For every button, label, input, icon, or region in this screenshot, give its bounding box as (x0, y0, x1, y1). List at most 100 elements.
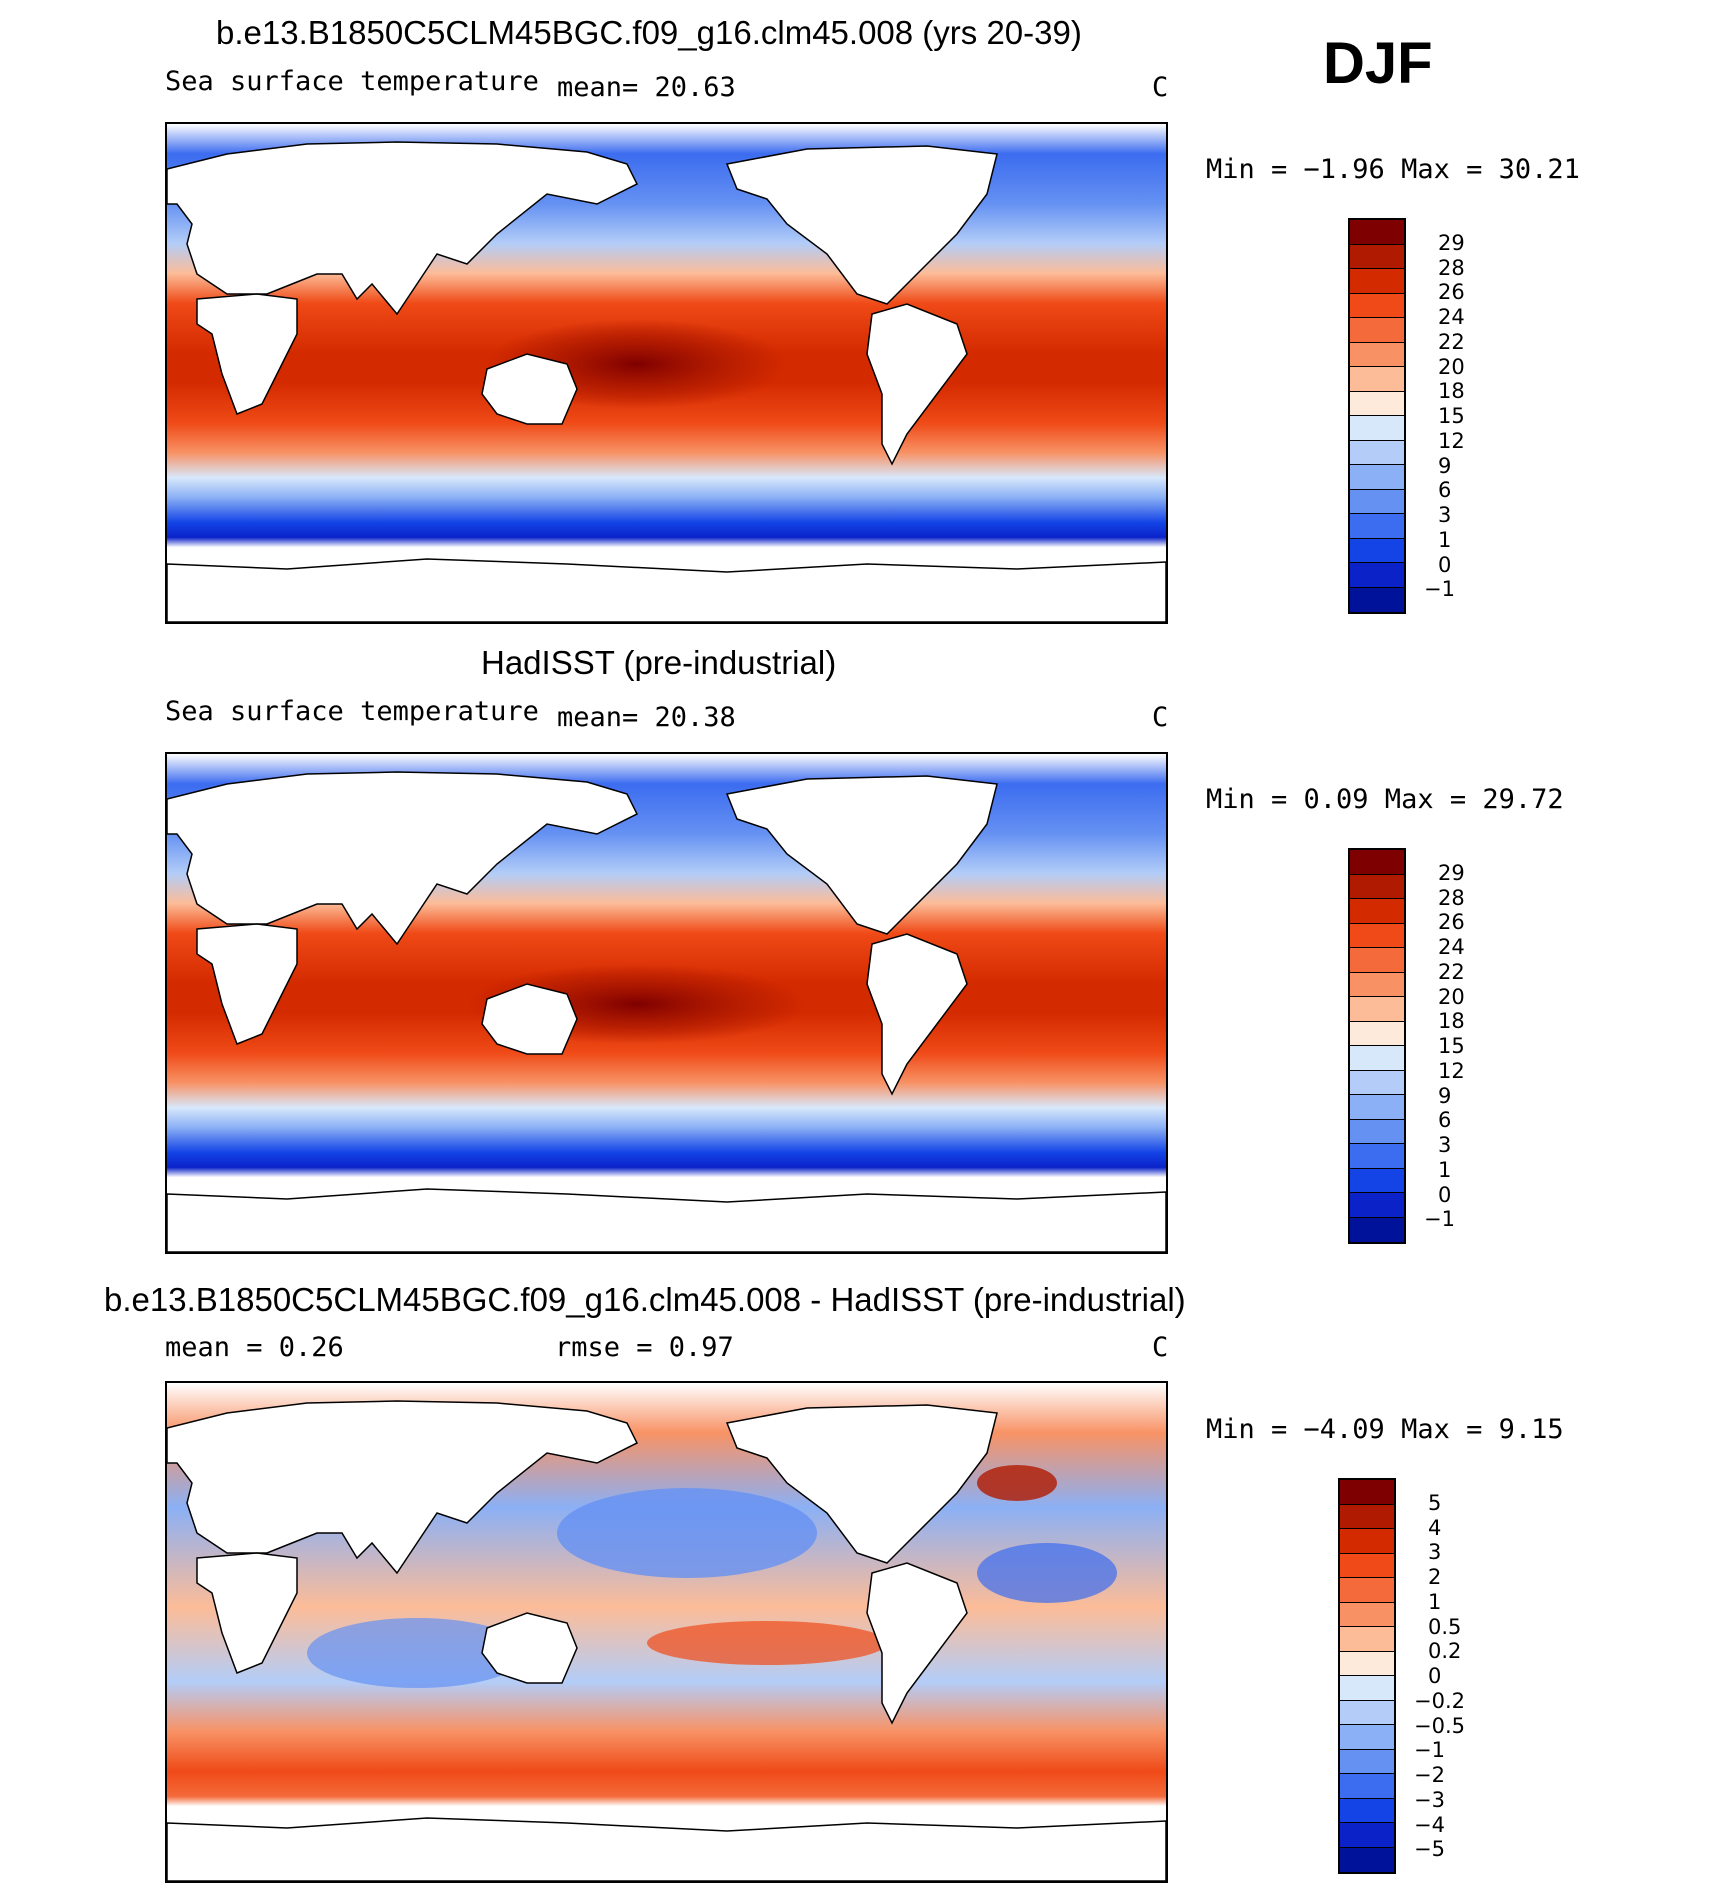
colorbar-segment (1340, 1700, 1394, 1725)
colorbar-segment (1350, 416, 1404, 441)
colorbar-segment (1350, 972, 1404, 997)
colorbar-tick-label: 18 (1438, 379, 1465, 404)
colorbar-tick-label: 29 (1438, 860, 1465, 885)
colorbar-tick-label: 20 (1438, 984, 1465, 1009)
colorbar-segment (1340, 1676, 1394, 1701)
colorbar-segment (1340, 1578, 1394, 1603)
colorbar-tick-label: 9 (1438, 1083, 1452, 1108)
colorbar-segment (1350, 244, 1404, 269)
colorbar-tick-label: 26 (1438, 910, 1465, 935)
panel-2-minmax: Min = 0.09 Max = 29.72 (1206, 784, 1564, 815)
panel-2-map-svg (167, 754, 1166, 1252)
colorbar-segment (1340, 1774, 1394, 1799)
colorbar-segment (1350, 342, 1404, 367)
colorbar-segment (1350, 514, 1404, 539)
colorbar-tick-label: 20 (1438, 354, 1465, 379)
colorbar-segment (1350, 874, 1404, 899)
colorbar-tick-label: 1 (1428, 1589, 1442, 1614)
colorbar-tick-label: −1 (1424, 1207, 1455, 1232)
panel-3-map-svg (167, 1383, 1166, 1881)
panel-1-colorbar (1348, 218, 1406, 614)
panel-1-title: b.e13.B1850C5CLM45BGC.f09_g16.clm45.008 … (216, 14, 1082, 51)
colorbar-tick-label: 3 (1438, 1133, 1452, 1157)
colorbar-tick-label: 28 (1438, 255, 1465, 280)
colorbar-segment (1350, 1217, 1404, 1242)
colorbar-segment (1350, 948, 1404, 973)
colorbar-tick-label: −5 (1414, 1837, 1445, 1862)
colorbar-tick-label: 9 (1438, 453, 1452, 478)
colorbar-segment (1340, 1529, 1394, 1554)
colorbar-tick-label: 6 (1438, 478, 1452, 503)
colorbar-tick-label: 0.2 (1428, 1639, 1462, 1664)
colorbar-segment (1350, 489, 1404, 514)
colorbar-segment (1350, 1193, 1404, 1218)
colorbar-segment (1340, 1480, 1394, 1505)
colorbar-tick-label: 26 (1438, 280, 1465, 305)
panel-1-colorbar-labels: 29 28 26 24 22 20 18 15 12 9 6 3 1 0 −1 (1424, 218, 1504, 614)
colorbar-segment (1350, 899, 1404, 924)
colorbar-tick-label: 0.5 (1428, 1614, 1462, 1639)
colorbar-segment (1350, 538, 1404, 563)
colorbar-tick-label: 4 (1428, 1515, 1442, 1540)
colorbar-tick-label: 2 (1428, 1565, 1442, 1589)
colorbar-segment (1350, 1168, 1404, 1193)
colorbar-segment (1340, 1602, 1394, 1627)
colorbar-segment (1350, 997, 1404, 1022)
colorbar-tick-label: 22 (1438, 959, 1465, 984)
panel-2-variable-label: Sea surface temperature (165, 696, 539, 727)
colorbar-segment (1350, 1046, 1404, 1071)
colorbar-tick-label: 29 (1438, 230, 1465, 255)
colorbar-tick-label: 24 (1438, 935, 1465, 959)
panel-1-units: C (1152, 72, 1169, 103)
colorbar-tick-label: 6 (1438, 1108, 1452, 1133)
colorbar-segment (1350, 563, 1404, 588)
panel-2-colorbar-labels: 29 28 26 24 22 20 18 15 12 9 6 3 1 0 −1 (1424, 848, 1504, 1244)
panel-2-mean: mean= 20.38 (557, 702, 736, 733)
colorbar-segment (1340, 1725, 1394, 1750)
colorbar-tick-label: 22 (1438, 329, 1465, 354)
panel-1-variable-label: Sea surface temperature (165, 66, 539, 97)
panel-3-rmse: rmse = 0.97 (555, 1332, 734, 1363)
panel-2-units: C (1152, 702, 1169, 733)
colorbar-tick-label: 0 (1438, 1182, 1452, 1207)
colorbar-segment (1340, 1749, 1394, 1774)
panel-3-units: C (1152, 1332, 1169, 1363)
colorbar-tick-label: 24 (1438, 305, 1465, 329)
colorbar-tick-label: −3 (1414, 1787, 1445, 1812)
colorbar-tick-label: 1 (1438, 1157, 1452, 1182)
colorbar-segment (1350, 440, 1404, 465)
colorbar-tick-label: −0.2 (1414, 1688, 1465, 1713)
colorbar-segment (1350, 293, 1404, 318)
colorbar-tick-label: 28 (1438, 885, 1465, 910)
colorbar-tick-label: 15 (1438, 1034, 1465, 1058)
panel-1-minmax: Min = −1.96 Max = 30.21 (1206, 154, 1580, 185)
colorbar-segment (1350, 1095, 1404, 1120)
colorbar-segment (1350, 269, 1404, 294)
colorbar-tick-label: 3 (1438, 503, 1452, 527)
panel-3-map (165, 1381, 1168, 1883)
panel-2-colorbar (1348, 848, 1406, 1244)
panel-2-map (165, 752, 1168, 1254)
colorbar-tick-label: −2 (1414, 1763, 1445, 1787)
colorbar-tick-label: 3 (1428, 1540, 1442, 1565)
colorbar-segment (1350, 923, 1404, 948)
colorbar-segment (1350, 850, 1404, 875)
colorbar-segment (1350, 367, 1404, 392)
colorbar-segment (1340, 1627, 1394, 1652)
colorbar-segment (1350, 1021, 1404, 1046)
panel-3-minmax: Min = −4.09 Max = 9.15 (1206, 1414, 1564, 1445)
colorbar-segment (1340, 1823, 1394, 1848)
colorbar-segment (1340, 1553, 1394, 1578)
colorbar-segment (1340, 1847, 1394, 1872)
colorbar-segment (1350, 1119, 1404, 1144)
colorbar-segment (1340, 1504, 1394, 1529)
colorbar-segment (1350, 465, 1404, 490)
colorbar-tick-label: −0.5 (1414, 1713, 1465, 1738)
colorbar-segment (1350, 318, 1404, 343)
panel-3-colorbar-labels: 5 4 3 2 1 0.5 0.2 0 −0.2 −0.5 −1 −2 −3 −4 −5 (1414, 1478, 1504, 1874)
panel-1-mean: mean= 20.63 (557, 72, 736, 103)
colorbar-tick-label: −4 (1414, 1812, 1445, 1837)
colorbar-tick-label: 0 (1428, 1664, 1442, 1688)
colorbar-segment (1350, 1144, 1404, 1169)
panel-1-map-svg (167, 124, 1166, 622)
